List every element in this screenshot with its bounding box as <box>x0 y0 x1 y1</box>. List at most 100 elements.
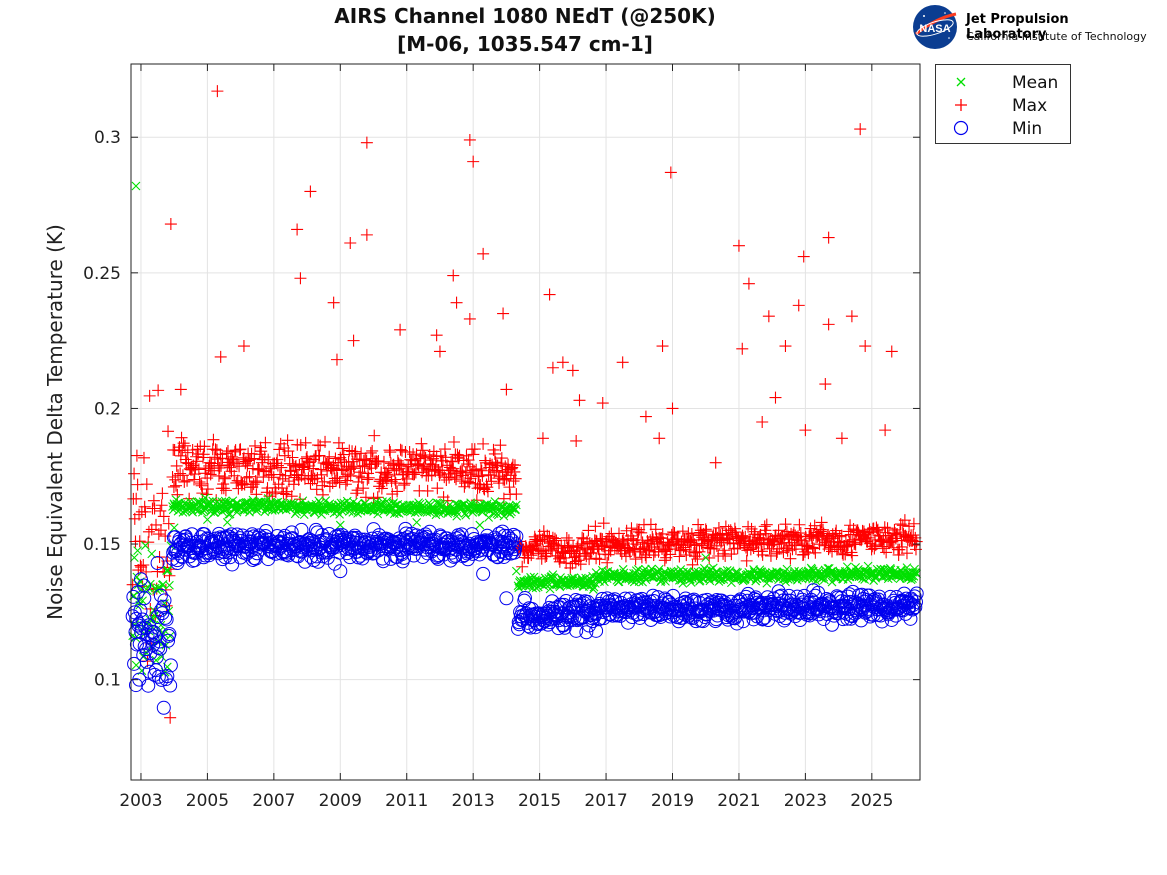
data-point <box>673 550 686 563</box>
data-point <box>240 471 253 484</box>
data-point <box>815 516 828 529</box>
data-point <box>175 431 188 444</box>
data-point <box>137 558 150 571</box>
data-point <box>497 492 510 505</box>
x-tick-label: 2013 <box>452 791 495 811</box>
data-point <box>485 475 498 488</box>
data-point <box>539 550 552 563</box>
outlier-point <box>327 296 340 309</box>
data-point <box>391 485 404 498</box>
data-point <box>152 384 165 397</box>
data-point <box>470 463 483 476</box>
data-point <box>192 463 205 476</box>
data-point <box>301 455 314 468</box>
y-tick-label: 0.2 <box>94 399 121 419</box>
data-point <box>345 461 358 474</box>
circle-marker-icon <box>953 120 969 136</box>
outlier-point <box>291 223 304 236</box>
data-point <box>267 471 280 484</box>
data-point <box>481 485 494 498</box>
data-point <box>321 456 334 469</box>
data-point <box>422 508 432 517</box>
data-point <box>323 450 336 463</box>
outlier-point <box>639 410 652 423</box>
data-point <box>804 573 814 583</box>
outlier-point <box>294 272 307 285</box>
data-point <box>319 435 332 448</box>
data-point <box>130 449 143 462</box>
data-point <box>541 529 554 542</box>
data-point <box>740 554 753 567</box>
data-point <box>600 535 613 548</box>
data-point <box>631 533 644 546</box>
data-point <box>480 478 493 491</box>
data-point <box>371 497 381 507</box>
data-point <box>688 538 701 551</box>
outlier-point <box>736 342 749 355</box>
data-point <box>273 443 286 456</box>
data-point <box>644 518 657 531</box>
data-point <box>361 473 374 486</box>
outlier-point <box>822 231 835 244</box>
data-point <box>814 525 827 538</box>
data-point <box>780 542 793 555</box>
data-point <box>160 669 175 684</box>
data-point <box>218 471 231 484</box>
data-point <box>357 482 370 495</box>
data-point <box>178 475 191 488</box>
data-point <box>427 445 440 458</box>
data-point <box>664 548 677 561</box>
data-point <box>705 576 715 586</box>
data-point <box>830 524 843 537</box>
data-point <box>343 444 356 457</box>
series-min <box>125 521 924 715</box>
data-point <box>896 519 909 532</box>
data-point <box>560 531 573 544</box>
data-point <box>550 534 563 547</box>
data-point <box>408 468 421 481</box>
data-point <box>209 443 222 456</box>
data-point <box>336 442 349 455</box>
outlier-point <box>129 553 139 562</box>
data-point <box>443 471 456 484</box>
data-point <box>204 497 214 506</box>
data-point <box>314 496 324 506</box>
data-point <box>725 548 738 561</box>
data-point <box>640 551 653 564</box>
data-point <box>348 462 361 475</box>
y-axis-label: Noise Equivalent Delta Temperature (K) <box>43 224 67 620</box>
data-point <box>280 488 293 501</box>
data-point <box>668 526 681 539</box>
x-tick-label: 2007 <box>252 791 295 811</box>
data-point <box>783 539 795 552</box>
data-point <box>219 472 232 485</box>
data-point <box>503 481 516 494</box>
data-point <box>415 437 428 450</box>
data-point <box>161 633 176 648</box>
data-point <box>379 471 392 484</box>
data-point <box>130 492 143 505</box>
legend-item-max: Max <box>936 93 1070 117</box>
data-point <box>282 445 295 458</box>
data-point <box>128 467 141 480</box>
data-point <box>276 472 289 485</box>
data-point <box>516 560 529 573</box>
data-point <box>372 454 385 467</box>
jpl-branding: NASA Jet Propulsion Laboratory Californi… <box>912 4 1152 50</box>
data-point <box>475 464 488 477</box>
data-point <box>250 488 263 501</box>
outlier-point <box>666 402 679 415</box>
outlier-point <box>360 228 373 241</box>
data-point <box>601 556 614 569</box>
data-point <box>150 518 163 531</box>
data-point <box>658 554 671 567</box>
data-point <box>190 450 203 463</box>
data-point <box>206 464 219 477</box>
data-point <box>636 536 649 549</box>
outlier-point <box>845 310 858 323</box>
data-point <box>393 458 406 471</box>
data-point <box>411 457 424 470</box>
x-tick-label: 2005 <box>186 791 229 811</box>
outlier-point <box>879 424 892 437</box>
